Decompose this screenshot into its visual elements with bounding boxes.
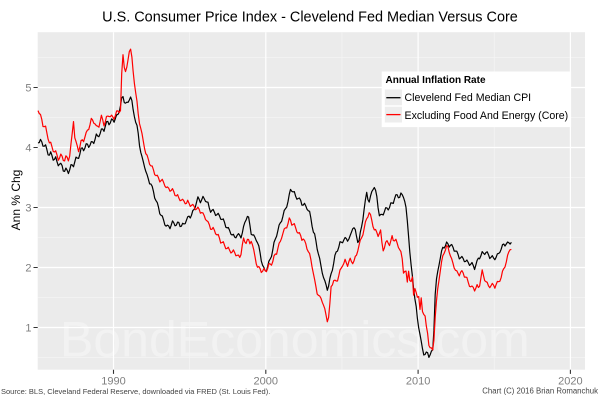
svg-text:3: 3: [25, 202, 31, 214]
svg-text:Excluding Food And Energy (Cor: Excluding Food And Energy (Core): [405, 110, 569, 122]
svg-text:Clevelend Fed Median CPI: Clevelend Fed Median CPI: [405, 92, 532, 104]
svg-text:Annual Inflation Rate: Annual Inflation Rate: [386, 75, 486, 86]
svg-text:1990: 1990: [101, 376, 125, 388]
svg-text:2010: 2010: [406, 376, 430, 388]
svg-text:Ann % Chg: Ann % Chg: [9, 170, 23, 231]
svg-text:2: 2: [25, 262, 31, 274]
svg-text:Chart (C) 2016 Brian Romanchuk: Chart (C) 2016 Brian Romanchuk: [482, 387, 598, 396]
svg-text:5: 5: [25, 82, 31, 94]
svg-text:4: 4: [25, 142, 31, 154]
svg-text:2000: 2000: [254, 376, 278, 388]
svg-text:1: 1: [25, 322, 31, 334]
svg-text:BondEconomics.com: BondEconomics.com: [60, 312, 530, 368]
svg-text:U.S. Consumer Price Index - Cl: U.S. Consumer Price Index - Clevelend Fe…: [102, 10, 518, 26]
svg-text:2020: 2020: [558, 376, 582, 388]
svg-text:Source: BLS, Cleveland Federal: Source: BLS, Cleveland Federal Reserve, …: [1, 387, 270, 396]
